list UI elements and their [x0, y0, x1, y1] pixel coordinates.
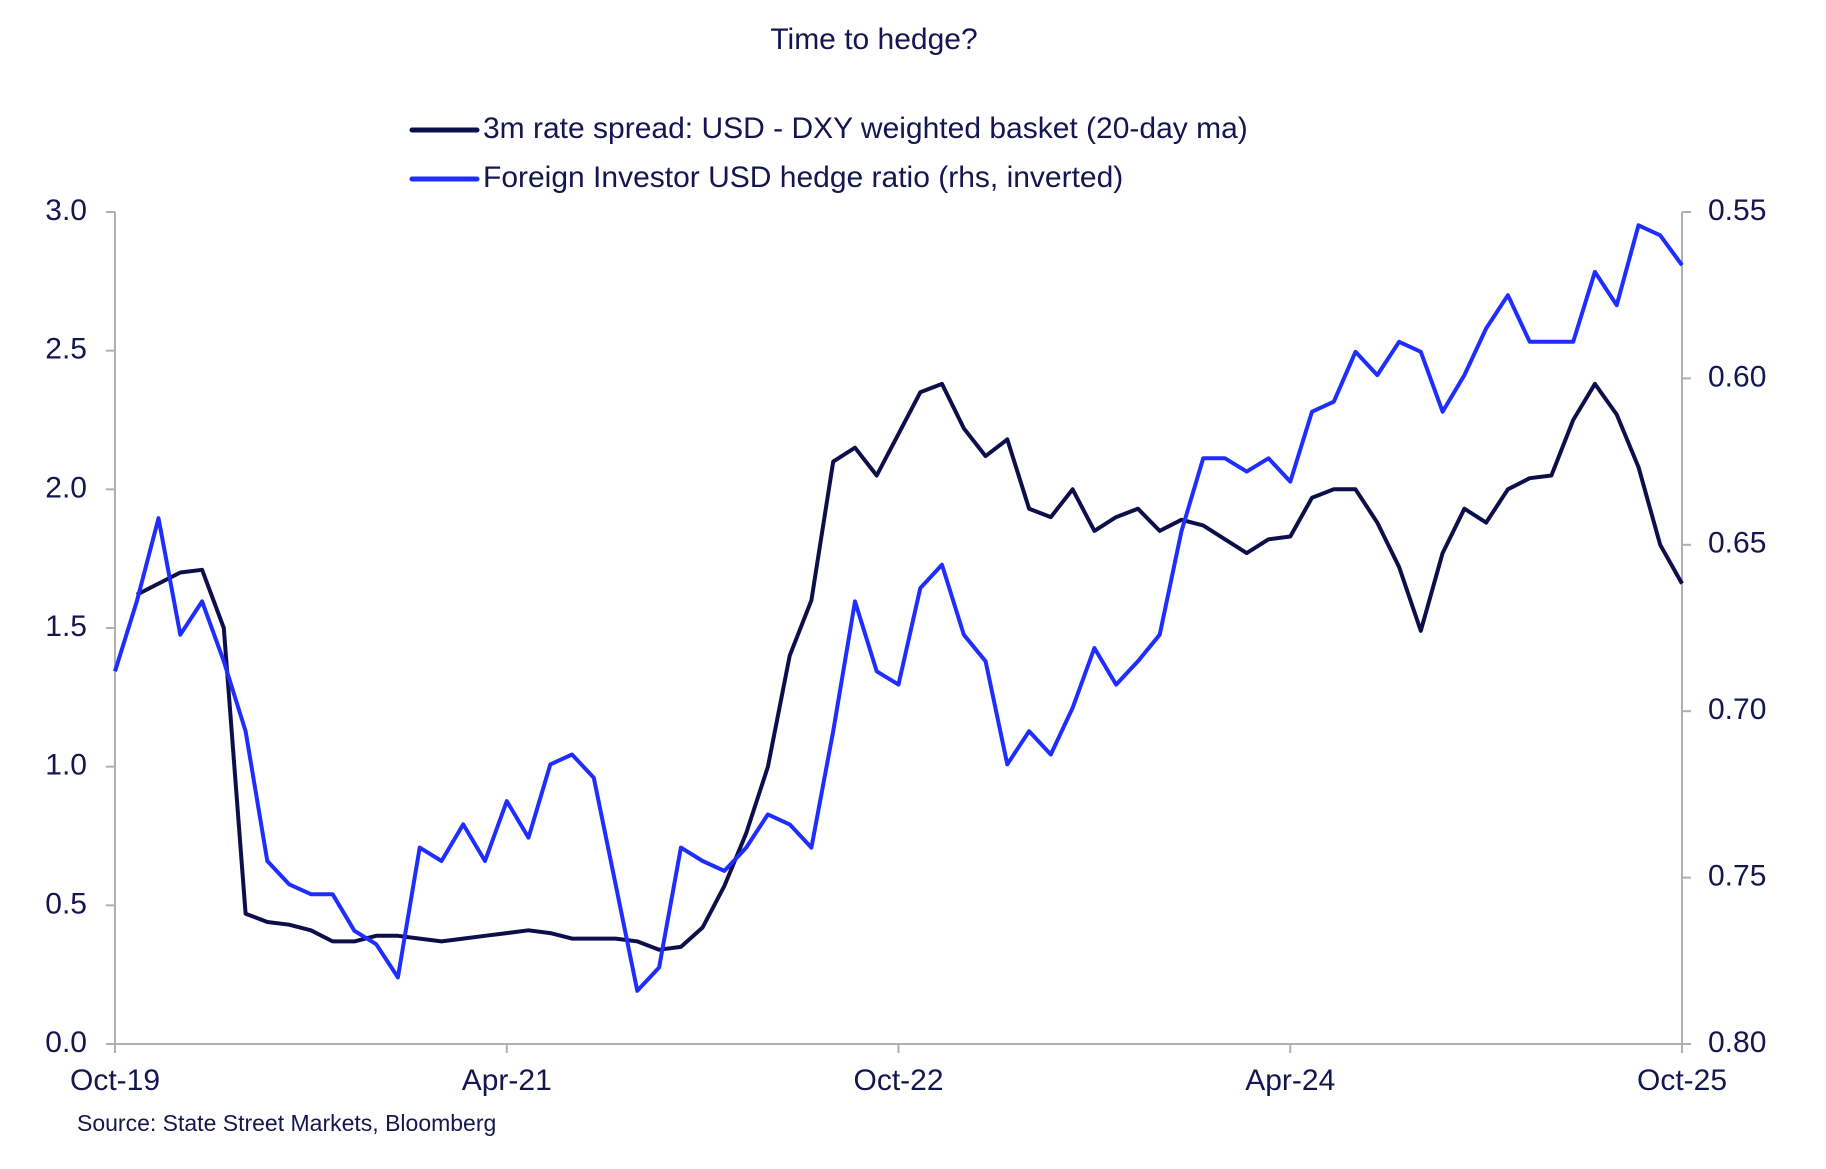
y-tick-label: 2.5 [45, 333, 87, 366]
y-tick-label: 0.5 [45, 887, 87, 920]
legend-label: 3m rate spread: USD - DXY weighted baske… [483, 112, 1248, 145]
x-tick-label: Apr-21 [462, 1064, 552, 1097]
source-note: Source: State Street Markets, Bloomberg [77, 1110, 496, 1136]
y-tick-label: 1.5 [45, 610, 87, 643]
series-line [113, 223, 1684, 993]
chart-title: Time to hedge? [770, 23, 977, 56]
y2-tick-label: 0.75 [1708, 860, 1766, 893]
y2-tick-label: 0.65 [1708, 527, 1766, 560]
y2-tick-label: 0.70 [1708, 693, 1766, 726]
series-line [135, 381, 1684, 952]
y2-tick-label: 0.80 [1708, 1026, 1766, 1059]
y-tick-label: 1.0 [45, 749, 87, 782]
x-tick-label: Apr-24 [1245, 1064, 1335, 1097]
y-tick-label: 3.0 [45, 194, 87, 227]
x-tick-label: Oct-25 [1637, 1064, 1727, 1097]
y-tick-label: 0.0 [45, 1026, 87, 1059]
y2-tick-label: 0.60 [1708, 360, 1766, 393]
y-tick-label: 2.0 [45, 471, 87, 504]
x-tick-label: Oct-22 [853, 1064, 943, 1097]
x-tick-label: Oct-19 [70, 1064, 160, 1097]
legend-label: Foreign Investor USD hedge ratio (rhs, i… [483, 161, 1123, 194]
y2-tick-label: 0.55 [1708, 194, 1766, 227]
